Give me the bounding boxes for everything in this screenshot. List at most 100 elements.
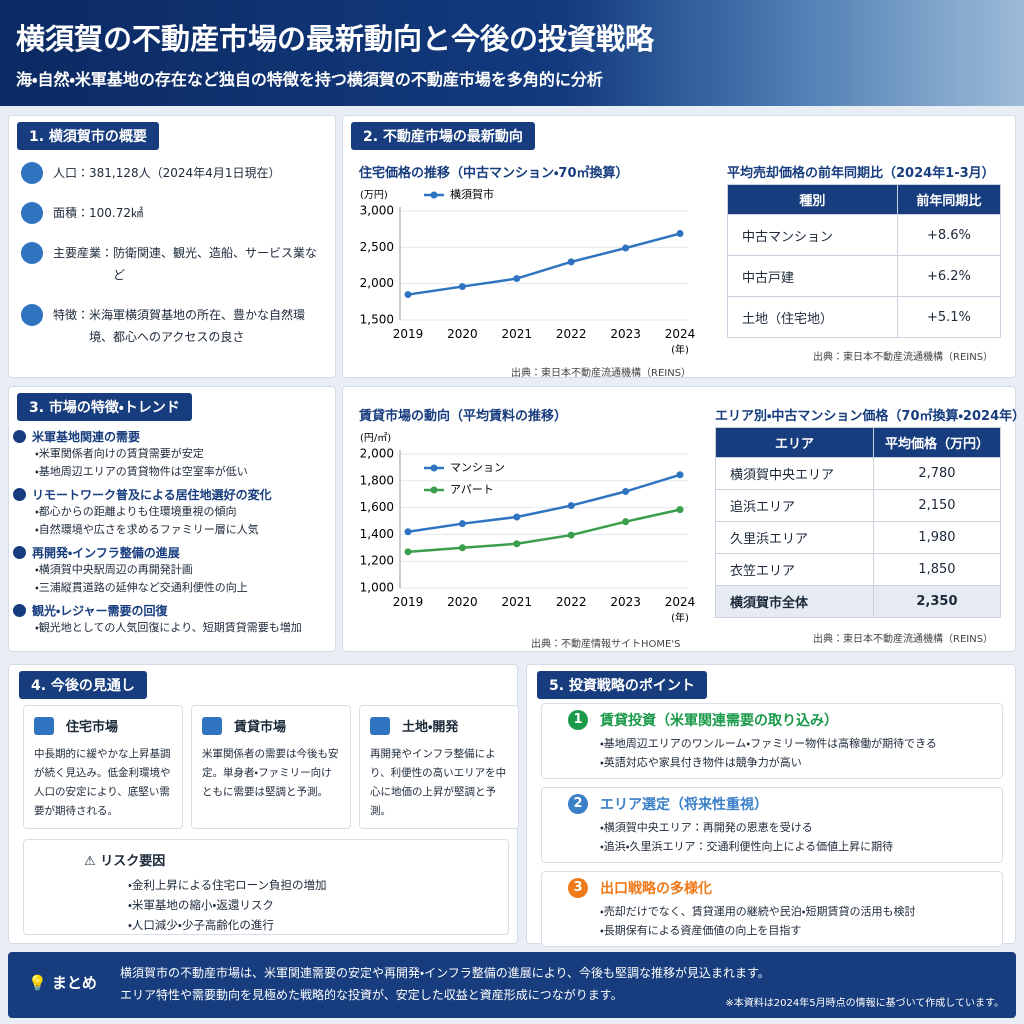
y-axis-label: (万円) <box>360 190 388 201</box>
strategy-item: ・横須賀中央エリア：再開発の恩恵を受ける <box>600 821 813 834</box>
y-tick-label: 1,600 <box>360 500 394 514</box>
section-heading: 2. 不動産市場の最新動向 <box>351 122 535 150</box>
data-point <box>567 258 575 266</box>
risk-title-text: リスク要因 <box>100 854 166 869</box>
strategy-number: 3 <box>568 878 588 898</box>
outlook-card: 土地・開発再開発やインフラ整備により、利便性の高いエリアを中心に地価の上昇が堅調… <box>359 705 519 829</box>
data-point <box>404 528 412 536</box>
y-tick-label: 1,200 <box>360 554 394 568</box>
cell: +5.1% <box>896 296 1002 338</box>
y-tick-label: 1,000 <box>360 581 394 595</box>
outlook-panel: 4. 今後の見通し 住宅市場 中長期的に緩やかな上昇基調が続く見込み。低金利環境や… <box>8 664 519 944</box>
data-point <box>622 518 630 526</box>
x-tick-label: 2020 <box>447 595 478 609</box>
subtitle: 海・自然・米軍基地の存在など独自の特徴を持つ横須賀の不動産市場を多角的に分析 <box>16 70 603 89</box>
risk-item: ・人口減少・少子高齢化の進行 <box>128 918 274 932</box>
strategy-title-text: 出口戦略の多様化 <box>600 881 712 897</box>
strategy-panel: 5. 投資戦略のポイント 1 賃貸投資（米軍関連需要の取り込み） ・基地周辺エリアの… <box>526 664 1016 947</box>
icon <box>21 242 43 264</box>
data-point <box>676 471 684 479</box>
row: 中古戸建 +6.2% <box>727 255 1002 297</box>
data-point <box>404 548 412 556</box>
data-point <box>458 520 466 528</box>
cell: 2,150 <box>872 489 1002 522</box>
feature-item: ・都心からの距離よりも住環境重視の傾向 <box>35 505 237 518</box>
feature-title: 再開発・インフラ整備の進展 <box>13 544 333 561</box>
x-tick-label: 2019 <box>393 327 424 341</box>
item-label: 人口： <box>53 166 90 180</box>
card-title: 土地・開発 <box>370 716 508 735</box>
data-point <box>676 230 684 238</box>
x-tick-label: 2021 <box>502 595 533 609</box>
legend-marker <box>430 464 438 472</box>
cell: 1,980 <box>872 521 1002 554</box>
card-title-text: 住宅市場 <box>66 720 119 735</box>
feature-item: ・自然環境や広さを求めるファミリー層に人気 <box>35 523 259 536</box>
header: 横須賀の不動産市場の最新動向と今後の投資戦略 海・自然・米軍基地の存在など独自の… <box>0 0 1024 106</box>
risk-item: ・米軍基地の縮小・返還リスク <box>128 898 274 912</box>
card-title: 賃貸市場 <box>202 716 340 735</box>
features-panel: 3. 市場の特徴・トレンド 米軍基地関連の需要 ・米軍関係者向けの賃貸需要が安定・… <box>8 386 336 652</box>
rent-chart: (円/㎡) 1,000 1,200 1,400 1,600 1,800 2,000 2019 2… <box>360 432 696 624</box>
source: 出典：東日本不動産流通機構（REINS） <box>813 634 994 645</box>
section-heading: 4. 今後の見通し <box>19 671 147 699</box>
cell: 横須賀市全体 <box>715 585 874 618</box>
section-heading: 3. 市場の特徴・トレンド <box>17 393 192 421</box>
rent-panel: 賃貸市場の動向（平均賃料の推移） 出典：不動産情報サイトHOME'S エリア別・… <box>342 386 1024 652</box>
cell: 土地（住宅地） <box>727 296 898 338</box>
cell: 中古戸建 <box>727 255 898 297</box>
item-label: 面積： <box>53 206 90 220</box>
cell: 横須賀中央エリア <box>715 457 874 490</box>
strategy-title: 2 エリア選定（将来性重視） <box>552 794 992 814</box>
feature-item: ・基地周辺エリアの賃貸物件は空室率が低い <box>35 465 248 478</box>
summary-text: 横須賀市の不動産市場は、米軍関連需要の安定や再開発・インフラ整備の進展により、今… <box>120 962 770 1006</box>
series-line <box>407 232 681 296</box>
features-list: 米軍基地関連の需要 ・米軍関係者向けの賃貸需要が安定 ・基地周辺エリアの賃貸物件は空… <box>13 423 333 637</box>
card-text: 米軍関係者の需要は今後も安定。単身者・ファミリー向けともに需要は堅調と予測。 <box>202 748 339 798</box>
overview-panel: 1. 横須賀市の概要 人口： 381,128人（2024年4月1日現在） 面積： 10… <box>8 115 336 378</box>
source: 出典：東日本不動産流通機構（REINS） <box>511 368 692 379</box>
outlook-cards: 住宅市場 中長期的に緩やかな上昇基調が続く見込み。低金利環境や人口の安定により、底… <box>23 705 519 829</box>
header-cell: エリア <box>715 427 874 458</box>
feature-item: ・三浦縦貫道路の延伸など交通利便性の向上 <box>35 581 248 594</box>
chart-title: 賃貸市場の動向（平均賃料の推移） <box>359 409 568 424</box>
card-icon <box>202 716 222 735</box>
summary-label-text: まとめ <box>51 974 97 992</box>
icon <box>21 202 43 224</box>
y-tick-label: 1,500 <box>360 313 394 327</box>
feature-title-text: 観光・レジャー需要の回復 <box>32 604 168 618</box>
header-row: エリア 平均価格（万円） <box>715 427 1002 458</box>
strategy-item: ・英語対応や家具付き物件は競争力が高い <box>600 756 802 769</box>
trend-panel: 2. 不動産市場の最新動向 住宅価格の推移（中古マンション・70㎡換算） 出典：… <box>342 115 1016 379</box>
icon <box>21 162 43 184</box>
check-icon <box>13 430 26 443</box>
area-table: エリア 平均価格（万円） 横須賀中央エリア 2,780 追浜エリア 2,150 久里浜エリア… <box>715 427 1002 618</box>
strategy-number: 1 <box>568 710 588 730</box>
outlook-card: 賃貸市場米軍関係者の需要は今後も安定。単身者・ファミリー向けともに需要は堅調と予… <box>191 705 351 829</box>
x-tick-label: 2023 <box>610 595 641 609</box>
summary: 💡 まとめ 横須賀市の不動産市場は、米軍関連需要の安定や再開発・インフラ整備の進… <box>8 952 1016 1018</box>
y-tick-label: 1,400 <box>360 527 394 541</box>
overview-list: 人口： 381,128人（2024年4月1日現在） 面積： 100.72㎢ 主要産業：防… <box>21 162 327 366</box>
strategy-title-text: 賃貸投資（米軍関連需要の取り込み） <box>600 713 838 729</box>
strategy-point: 2 エリア選定（将来性重視） ・横須賀中央エリア：再開発の恩恵を受ける ・追浜・久里浜… <box>541 787 1003 863</box>
feature-item: ・米軍関係者向けの賃貸需要が安定 <box>35 447 204 460</box>
item-text: 米海軍横須賀基地の所在、豊かな自然環境、都心へのアクセスの良さ <box>89 308 306 344</box>
outlook-card: 住宅市場 中長期的に緩やかな上昇基調が続く見込み。低金利環境や人口の安定により、底… <box>23 705 183 829</box>
card-title-text: 土地・開発 <box>402 720 459 735</box>
cell: +8.6% <box>896 214 1002 256</box>
section-heading: 5. 投資戦略のポイント <box>537 671 707 699</box>
strategy-item: ・基地周辺エリアのワンルーム・ファミリー物件は高稼働が期待できる <box>600 737 937 750</box>
data-point <box>513 540 521 548</box>
item-text: 防衛関連、観光、造船、サービス業など <box>113 246 318 282</box>
x-tick-label: 2020 <box>447 327 478 341</box>
risk-item: ・金利上昇による住宅ローン負担の増加 <box>128 878 327 892</box>
card-icon <box>370 716 390 735</box>
summary-line: 横須賀市の不動産市場は、米軍関連需要の安定や再開発・インフラ整備の進展により、今… <box>120 966 770 980</box>
legend-label: マンション <box>450 461 505 474</box>
card-text: 再開発やインフラ整備により、利便性の高いエリアを中心に地価の上昇が堅調と予測。 <box>370 748 507 817</box>
strategy-title: 3 出口戦略の多様化 <box>552 878 992 898</box>
header-cell: 前年同期比 <box>896 184 1002 215</box>
data-point <box>404 291 412 299</box>
card-title-text: 賃貸市場 <box>234 720 287 735</box>
